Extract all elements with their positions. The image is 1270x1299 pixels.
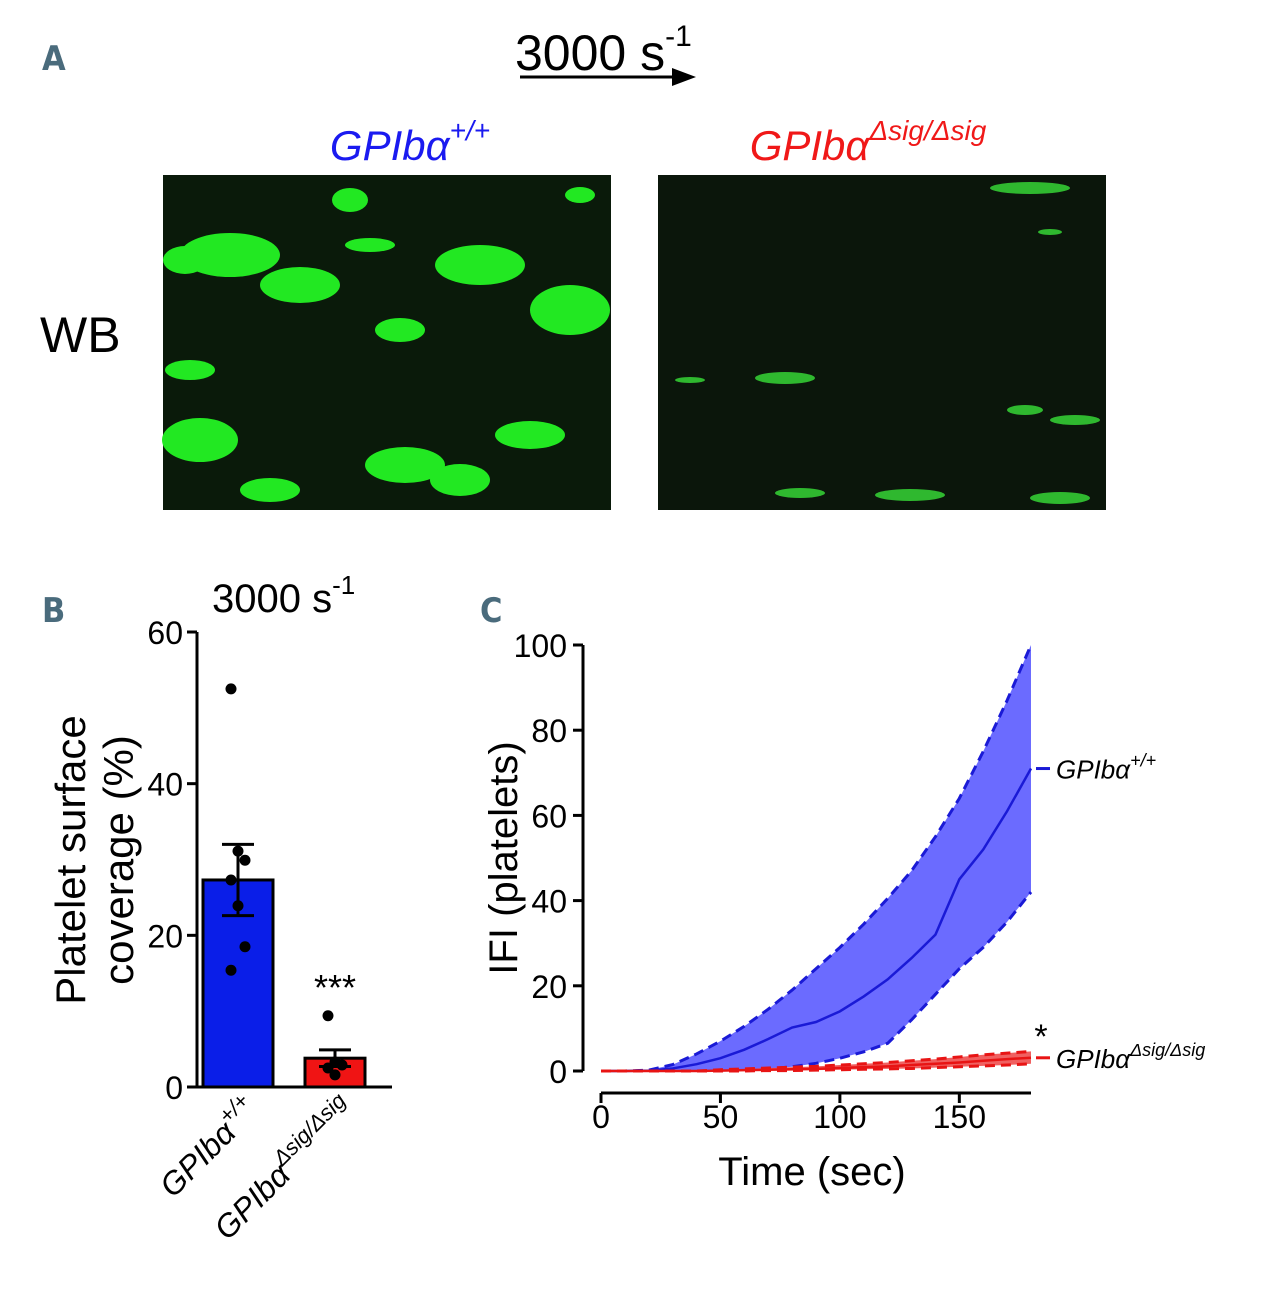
band-edge: [601, 644, 1033, 1073]
data-point: [232, 845, 244, 857]
annotation: *: [1034, 1018, 1047, 1056]
panel-label: C: [480, 591, 502, 631]
label-sup: Δsig/Δsig: [267, 1087, 351, 1171]
title-text: GPIbα: [750, 122, 871, 169]
y-axis-label: IFI (platelets): [482, 741, 526, 974]
title-sup: +/+: [450, 115, 490, 146]
label-sup: +/+: [1130, 751, 1156, 771]
panel-label: A: [42, 39, 66, 79]
shear-sup: -1: [665, 20, 692, 53]
y-axis-label: Platelet surfacecoverage (%): [47, 715, 142, 1005]
data-point: [239, 854, 251, 866]
row-label: WB: [40, 307, 121, 363]
y-tick-label: 20: [531, 969, 567, 1005]
mean-line: [601, 1056, 1032, 1073]
annotation: ***: [314, 967, 356, 1008]
title-text: GPIbα: [330, 122, 451, 169]
micrograph-right: [658, 175, 1106, 510]
arrow-head: [672, 68, 696, 86]
data-point: [239, 941, 251, 953]
label: GPIbα+/+: [1056, 751, 1156, 785]
label-text: GPIbα: [1056, 1044, 1131, 1074]
band: [601, 645, 1031, 1071]
y-tick-label: 80: [531, 713, 567, 749]
label-text: 3000 s: [212, 577, 332, 621]
data-point: [225, 683, 237, 695]
y-tick-label: 60: [531, 798, 567, 834]
y-tick-label: 40: [147, 767, 183, 803]
x-tick-label: 100: [813, 1099, 866, 1135]
data-point: [329, 1069, 341, 1081]
label-sup: Δsig/Δsig: [1129, 1040, 1205, 1060]
y-tick-label: 0: [165, 1070, 183, 1106]
data-point: [322, 1010, 334, 1022]
data-point: [225, 964, 237, 976]
y-tick-label: 0: [549, 1054, 567, 1090]
x-tick-label: 50: [703, 1099, 739, 1135]
panel-label: B: [42, 591, 65, 631]
x-tick-label: 0: [592, 1099, 610, 1135]
micrograph-left: [162, 175, 611, 510]
y-axis-label-line: coverage (%): [95, 735, 142, 985]
x-tick-label: 150: [933, 1099, 986, 1135]
y-axis-label-line: Platelet surface: [47, 715, 94, 1005]
data-point: [232, 900, 244, 912]
data-point: [225, 874, 237, 886]
shear-label: 3000 s-1: [515, 20, 692, 81]
label: 3000 s-1: [212, 570, 355, 621]
y-tick-label: 60: [147, 615, 183, 651]
label-sup: -1: [332, 570, 355, 600]
shear-text: 3000 s: [515, 25, 665, 81]
band: [601, 1051, 1031, 1071]
y-tick-label: 40: [531, 884, 567, 920]
image-title: GPIbα+/+: [330, 115, 490, 169]
image-title: GPIbαΔsig/Δsig: [750, 115, 987, 169]
mean-line: [601, 767, 1033, 1073]
title-sup: Δsig/Δsig: [868, 115, 986, 146]
y-tick-label: 20: [147, 918, 183, 954]
label: GPIbαΔsig/Δsig: [1056, 1040, 1205, 1074]
y-tick-label: 100: [514, 628, 567, 664]
label-text: GPIbα: [1056, 755, 1131, 785]
data-point: [322, 1062, 334, 1074]
x-axis-label: Time (sec): [718, 1150, 905, 1194]
data-point: [336, 1059, 348, 1071]
